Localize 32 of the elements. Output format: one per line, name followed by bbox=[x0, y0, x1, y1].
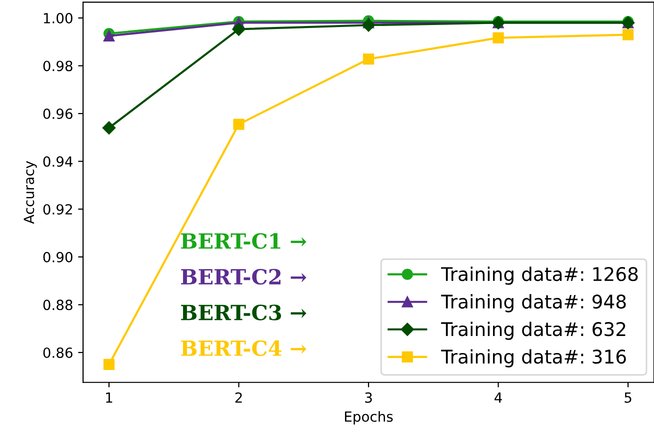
annotation: BERT-C3 → bbox=[181, 304, 306, 320]
legend-label: Training data#: 316 bbox=[441, 349, 626, 368]
x-tick-label: 4 bbox=[494, 392, 502, 403]
annotation: BERT-C2 → bbox=[181, 268, 306, 285]
x-axis-title: Epochs bbox=[345, 411, 393, 425]
point bbox=[103, 358, 115, 370]
legend-label: Training data#: 1268 bbox=[441, 266, 638, 285]
point bbox=[622, 29, 634, 40]
point bbox=[362, 18, 376, 32]
point bbox=[233, 118, 244, 130]
point bbox=[362, 54, 374, 65]
y-tick-label: 0.92 bbox=[43, 204, 72, 215]
x-tick-label: 5 bbox=[624, 392, 632, 403]
y-tick-label: 1.00 bbox=[44, 12, 72, 24]
y-tick-label: 0.98 bbox=[43, 60, 72, 72]
annotation: BERT-C4 → bbox=[181, 340, 306, 356]
x-tick-label: 3 bbox=[365, 392, 372, 403]
point bbox=[102, 121, 116, 134]
x-tick-label: 2 bbox=[235, 392, 242, 403]
point bbox=[492, 32, 504, 44]
y-axis-title: Accuracy bbox=[24, 160, 37, 224]
legend-label: Training data#: 632 bbox=[441, 322, 626, 340]
x-tick-label: 1 bbox=[106, 392, 112, 403]
y-tick-label: 0.86 bbox=[43, 347, 72, 358]
y-tick-label: 0.96 bbox=[43, 108, 72, 120]
point bbox=[103, 30, 115, 42]
y-tick-label: 0.94 bbox=[43, 156, 73, 167]
y-tick-label: 0.88 bbox=[43, 300, 72, 310]
point bbox=[232, 22, 246, 36]
legend-label: Training data#: 948 bbox=[441, 294, 626, 312]
y-tick-label: 0.90 bbox=[43, 252, 72, 262]
annotation: BERT-C1 → bbox=[181, 233, 306, 249]
